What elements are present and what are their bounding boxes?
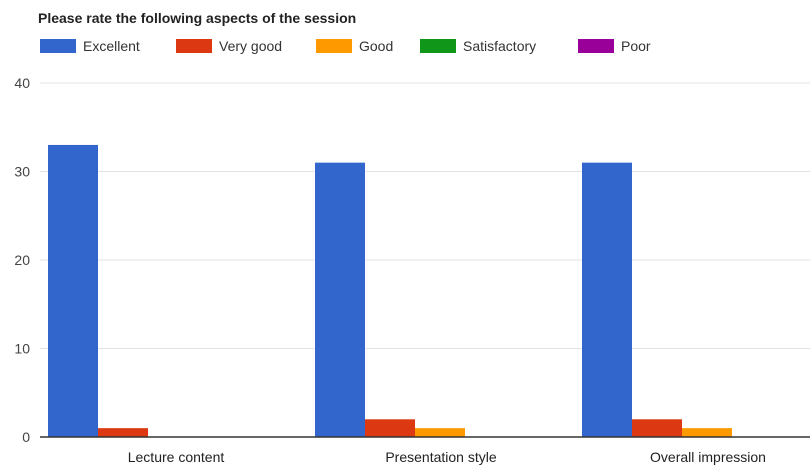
x-tick-label: Lecture content: [128, 449, 225, 465]
y-tick-label: 20: [14, 252, 30, 268]
y-tick-label: 0: [22, 429, 30, 445]
bar-excellent-lecture-content: [48, 144, 98, 437]
legend-swatch-very-good: [176, 39, 212, 53]
bar-very-good-overall-impression: [632, 419, 682, 437]
legend-swatch-poor: [578, 39, 614, 53]
legend-swatch-excellent: [40, 39, 76, 53]
bar-good-overall-impression: [682, 428, 732, 437]
x-axis-labels: Lecture content Presentation style Overall…: [128, 449, 766, 465]
chart-title: Please rate the following aspects of the…: [38, 10, 356, 26]
legend-label-poor: Poor: [621, 38, 651, 54]
gridlines: [40, 82, 810, 349]
y-tick-label: 10: [14, 341, 30, 357]
x-tick-label: Presentation style: [385, 449, 496, 465]
legend-label-satisfactory: Satisfactory: [463, 38, 536, 54]
bar-very-good-lecture-content: [98, 428, 148, 437]
legend-swatch-satisfactory: [420, 39, 456, 53]
legend-swatch-good: [316, 39, 352, 53]
y-tick-label: 40: [14, 75, 30, 91]
bar-very-good-presentation-style: [365, 419, 415, 437]
x-tick-label: Overall impression: [650, 449, 766, 465]
y-tick-label: 30: [14, 164, 30, 180]
legend-label-very-good: Very good: [219, 38, 282, 54]
legend-label-good: Good: [359, 38, 393, 54]
legend-label-excellent: Excellent: [83, 38, 140, 54]
y-axis-ticks: 0 10 20 30 40: [14, 75, 30, 445]
bars: [48, 144, 732, 437]
bar-excellent-presentation-style: [315, 162, 365, 437]
bar-good-presentation-style: [415, 428, 465, 437]
chart-legend: Excellent Very good Good Satisfactory Poor: [40, 38, 651, 54]
bar-excellent-overall-impression: [582, 162, 632, 437]
